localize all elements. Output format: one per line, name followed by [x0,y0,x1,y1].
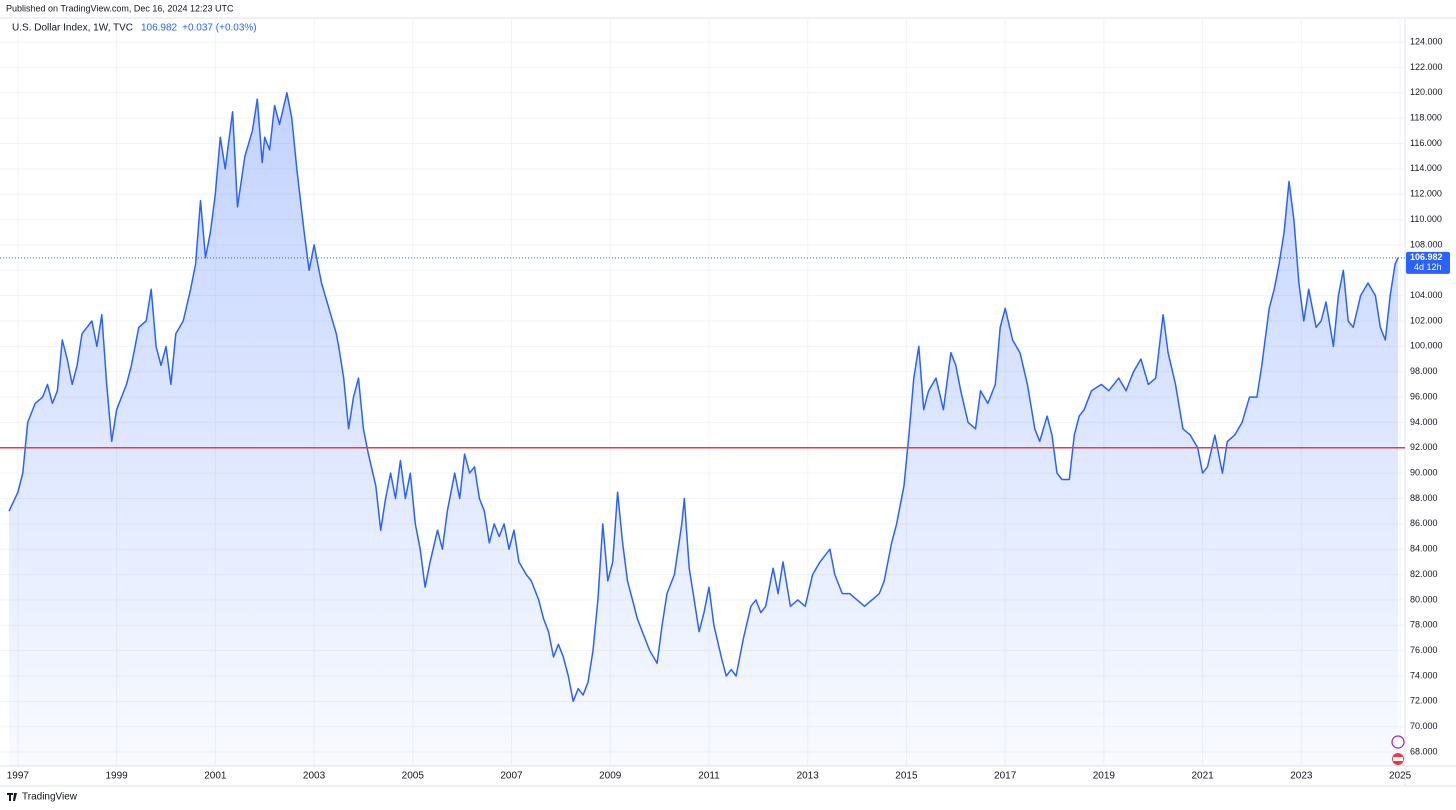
x-tick-label: 2007 [500,771,523,782]
last-price-tag [1406,251,1450,274]
x-tick-label: 2001 [204,771,227,782]
y-tick-label: 72.000 [1410,696,1438,706]
y-tick-label: 118.000 [1410,113,1442,123]
x-tick-label: 2009 [599,771,622,782]
brand-logo [7,793,17,801]
area-fill [8,92,1399,767]
y-tick-label: 76.000 [1410,645,1438,655]
x-tick-label: 2025 [1389,771,1412,782]
y-tick-label: 114.000 [1410,163,1442,173]
side-icons [1391,735,1405,765]
y-tick-label: 122.000 [1410,62,1443,72]
x-tick-label: 2013 [797,771,820,782]
legend-last-price: 106.982 [141,23,178,34]
x-tick-label: 2011 [698,771,720,782]
y-tick-label: 94.000 [1410,417,1438,427]
y-tick-label: 74.000 [1410,670,1438,680]
icon-events [1391,735,1405,749]
y-tick-label: 98.000 [1410,366,1438,376]
y-tick-label: 112.000 [1410,189,1442,199]
x-tick-label: 2005 [402,771,425,782]
legend-change: +0.037 (+0.03%) [182,23,257,34]
icon-flag-stripe [1393,757,1403,761]
x-tick-label: 2015 [895,771,918,782]
x-tick-label: 2017 [994,771,1017,782]
y-tick-label: 96.000 [1410,391,1438,401]
x-tick-label: 1999 [105,771,128,782]
countdown-label: 4d 12h [1414,262,1442,272]
y-tick-label: 124.000 [1410,36,1443,46]
x-tick-label: 1997 [7,771,30,782]
y-tick-label: 116.000 [1410,138,1442,148]
y-tick-label: 120.000 [1410,87,1443,97]
y-tick-label: 102.000 [1410,315,1443,325]
legend-symbol: U.S. Dollar Index, 1W, TVC [12,23,133,34]
y-tick-label: 84.000 [1410,544,1438,554]
published-note: Published on TradingView.com, Dec 16, 20… [6,3,234,13]
last-price-label: 106.982 [1410,252,1443,262]
y-tick-label: 90.000 [1410,468,1438,478]
y-tick-label: 82.000 [1410,569,1438,579]
x-tick-label: 2019 [1093,771,1116,782]
y-tick-label: 70.000 [1410,721,1438,731]
y-tick-label: 100.000 [1410,341,1443,351]
price-line [8,92,1399,703]
y-tick-label: 92.000 [1410,442,1438,452]
y-tick-label: 78.000 [1410,620,1438,630]
y-tick-label: 110.000 [1410,214,1442,224]
y-tick-label: 108.000 [1410,239,1443,249]
y-tick-label: 68.000 [1410,746,1438,756]
brand: TradingView [7,792,78,803]
y-tick-label: 86.000 [1410,518,1438,528]
x-tick-label: 2021 [1191,771,1214,782]
y-tick-label: 88.000 [1410,493,1438,503]
x-tick-label: 2003 [303,771,326,782]
brand-name: TradingView [22,792,78,803]
plot [0,18,1405,767]
x-tick-label: 2023 [1290,771,1313,782]
legend: U.S. Dollar Index, 1W, TVC 106.982 +0.03… [12,23,257,34]
y-tick-label: 80.000 [1410,594,1438,604]
y-tick-label: 104.000 [1410,290,1443,300]
